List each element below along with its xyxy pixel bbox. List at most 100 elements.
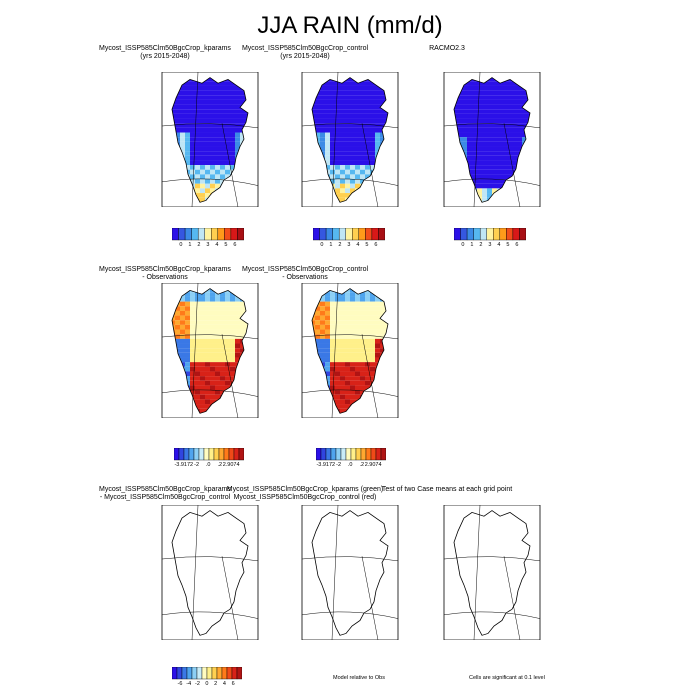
grid-cell <box>335 104 340 110</box>
grid-cell <box>507 104 512 110</box>
grid-cell <box>210 306 215 311</box>
grid-cell <box>370 301 375 307</box>
grid-cell <box>185 123 190 128</box>
grid-cell <box>300 325 305 330</box>
grid-cell <box>215 99 220 105</box>
grid-cell <box>472 165 477 170</box>
grid-cell <box>532 142 537 147</box>
grid-cell <box>195 310 200 316</box>
grid-cell <box>180 202 185 207</box>
grid-cell <box>320 99 325 105</box>
grid-cell <box>487 155 492 161</box>
grid-cell <box>170 72 175 77</box>
grid-cell <box>172 160 175 166</box>
grid-cell <box>205 399 210 405</box>
grid-cell <box>355 329 360 335</box>
grid-cell <box>497 183 502 189</box>
grid-cell <box>165 344 170 349</box>
grid-cell <box>225 408 230 414</box>
grid-cell <box>250 390 255 395</box>
grid-cell <box>200 306 205 311</box>
colorbar-swatch <box>332 228 340 241</box>
grid-cell <box>497 95 502 100</box>
grid-cell <box>320 123 325 128</box>
grid-cell <box>497 77 502 82</box>
grid-cell <box>240 132 245 138</box>
colorbar-swatch <box>216 667 223 680</box>
grid-cell <box>200 390 205 395</box>
grid-cell <box>175 146 180 152</box>
grid-cell <box>325 338 330 344</box>
grid-cell <box>220 366 225 372</box>
grid-cell <box>330 72 335 77</box>
grid-cell <box>160 81 165 86</box>
grid-cell <box>165 165 170 170</box>
grid-cell <box>220 202 225 207</box>
grid-cell <box>497 174 502 180</box>
grid-cell <box>350 404 355 409</box>
grid-cell <box>225 376 230 381</box>
grid-cell <box>220 104 225 110</box>
grid-cell <box>527 174 530 180</box>
grid-cell <box>365 127 370 133</box>
grid-cell <box>312 160 315 166</box>
grid-cell <box>315 197 320 203</box>
grid-cell <box>190 72 195 77</box>
grid-cell <box>185 292 190 297</box>
grid-cell <box>210 320 215 325</box>
grid-cell <box>220 404 225 409</box>
grid-cell <box>345 310 350 316</box>
grid-cell <box>467 193 472 198</box>
grid-cell <box>467 132 472 138</box>
grid-cell <box>512 72 517 77</box>
grid-cell <box>325 288 330 293</box>
grid-cell <box>454 95 457 100</box>
grid-cell <box>340 371 345 377</box>
grid-cell <box>385 202 390 207</box>
grid-cell <box>380 408 385 414</box>
grid-cell <box>350 113 355 119</box>
graticule-line <box>221 556 239 640</box>
grid-cell <box>185 179 190 184</box>
grid-cell <box>300 395 305 400</box>
map-frame <box>301 505 399 640</box>
grid-cell <box>442 105 447 110</box>
grid-cell <box>185 165 190 170</box>
grid-cell <box>472 109 477 114</box>
coastline <box>311 510 389 636</box>
grid-cell <box>235 109 240 114</box>
grid-cell <box>305 114 310 119</box>
grid-cell <box>395 353 400 358</box>
grid-cell <box>325 343 330 349</box>
grid-cell <box>300 292 305 297</box>
grid-cell <box>325 165 330 170</box>
grid-cell <box>355 118 360 124</box>
grid-cell <box>225 357 230 363</box>
grid-cell <box>477 104 482 110</box>
grid-cell <box>395 330 400 335</box>
grid-cell <box>345 160 350 166</box>
grid-cell <box>477 169 482 175</box>
grid-cell <box>370 81 375 86</box>
grid-cell <box>462 188 467 194</box>
grid-cell <box>320 197 325 203</box>
grid-cell <box>365 85 370 91</box>
colorbar-tick-label: 2 <box>197 242 201 248</box>
grid-cell <box>220 160 225 166</box>
grid-cell <box>172 301 175 307</box>
grid-cell <box>537 95 542 100</box>
grid-cell <box>240 174 245 180</box>
grid-cell <box>235 197 240 203</box>
grid-cell <box>507 109 512 114</box>
grid-cell <box>492 118 497 124</box>
grid-cell <box>320 380 325 386</box>
grid-cell <box>340 113 345 119</box>
colorbar-swatch <box>325 228 333 241</box>
grid-cell <box>160 292 165 297</box>
grid-cell <box>200 146 205 152</box>
grid-cell <box>355 197 360 203</box>
grid-cell <box>325 362 330 367</box>
grid-cell <box>225 338 230 344</box>
grid-cell <box>255 137 260 142</box>
grid-cell <box>472 123 477 128</box>
